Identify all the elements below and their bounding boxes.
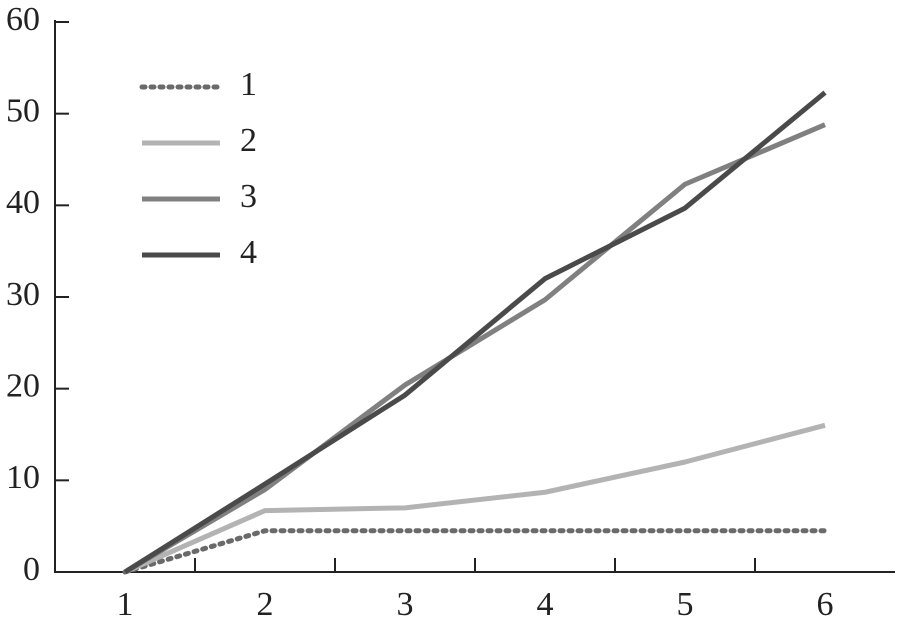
y-tick-label: 10 [6, 459, 40, 496]
series-line [123, 422, 826, 575]
x-tick-label: 5 [677, 586, 694, 623]
x-tick-label: 1 [117, 586, 134, 623]
legend-label: 3 [240, 178, 257, 215]
y-tick-label: 20 [6, 367, 40, 404]
series-line [123, 122, 826, 575]
x-tick-label: 2 [257, 586, 274, 623]
legend-label: 4 [240, 234, 257, 271]
y-tick-label: 40 [6, 184, 40, 221]
series-line [122, 528, 828, 575]
x-tick-label: 6 [817, 586, 834, 623]
legend-label: 1 [240, 66, 257, 103]
y-tick-label: 0 [23, 551, 40, 588]
series-line [123, 90, 827, 575]
x-tick-label: 3 [397, 586, 414, 623]
y-tick-label: 30 [6, 276, 40, 313]
legend-label: 2 [240, 122, 257, 159]
y-tick-label: 60 [6, 1, 40, 38]
y-tick-label: 50 [6, 92, 40, 129]
x-tick-label: 4 [537, 586, 554, 623]
